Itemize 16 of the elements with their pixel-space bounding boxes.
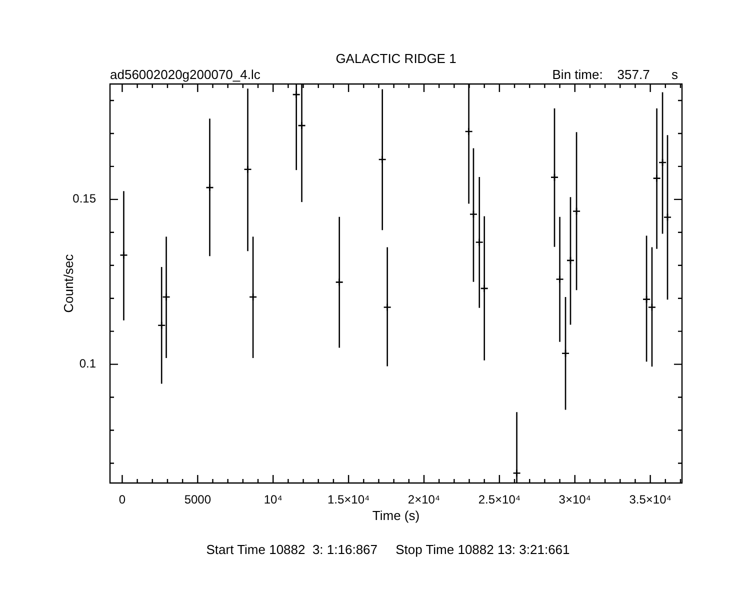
x-tick-label: 2×10⁴ — [408, 492, 440, 507]
x-tick-label: 1.5×10⁴ — [327, 492, 370, 507]
x-tick-label: 3.5×10⁴ — [629, 492, 672, 507]
text: ad56002020g200070_4.lc — [110, 67, 261, 82]
y-axis-title: Count/sec — [61, 254, 76, 313]
x-tick-label: 10⁴ — [264, 492, 282, 507]
y-tick-label: 0.1 — [79, 356, 96, 371]
text: Start Time 10882 3: 1:16:867 Stop Time 10882 13: 3:21:661 — [206, 542, 570, 557]
x-axis-title: Time (s) — [372, 508, 420, 523]
x-tick-label: 5000 — [184, 492, 212, 507]
x-tick-label: 3×10⁴ — [558, 492, 591, 507]
y-tick-label: 0.15 — [72, 192, 96, 206]
x-tick-label: 2.5×10⁴ — [478, 492, 521, 507]
text: Bin time: 357.7 s — [552, 67, 678, 82]
chart-title: GALACTIC RIDGE 1 — [336, 51, 456, 66]
x-tick-label: 0 — [118, 492, 126, 507]
